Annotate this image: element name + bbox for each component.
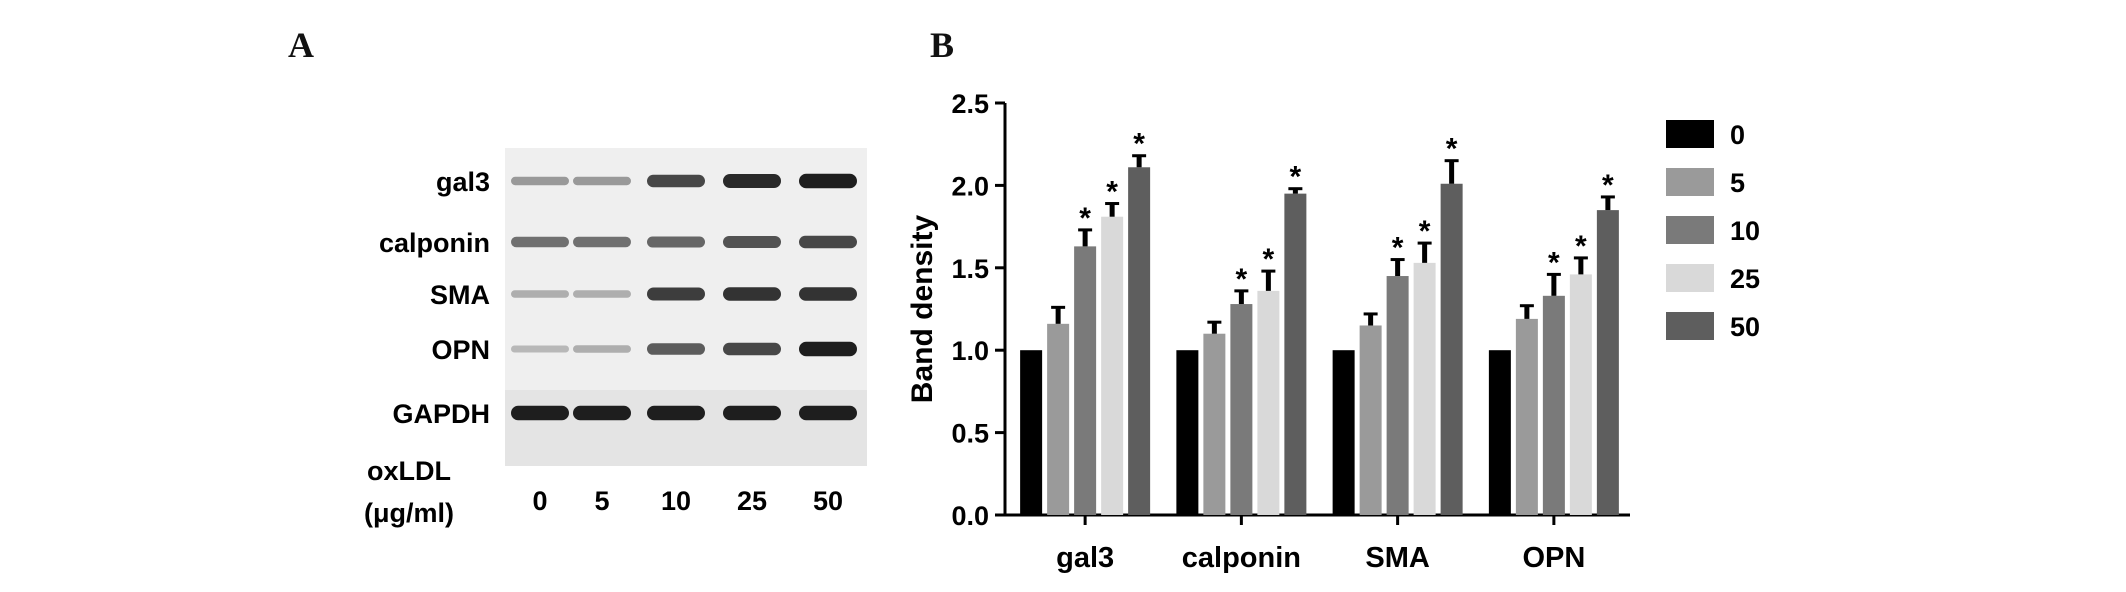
lane-label: 5 — [594, 486, 609, 516]
significance-marker: * — [1290, 161, 1302, 194]
significance-marker: * — [1548, 246, 1560, 279]
bar — [1257, 290, 1280, 515]
legend-label: 10 — [1730, 216, 1760, 246]
gapdh-strip-background — [505, 390, 867, 466]
y-tick-label: 1.0 — [951, 336, 989, 366]
blot-row-label-sma: SMA — [430, 280, 490, 310]
blot-band — [799, 235, 857, 249]
blot-band — [511, 176, 569, 186]
blot-band — [573, 236, 631, 248]
y-tick-label: 2.0 — [951, 171, 989, 201]
blot-band — [573, 290, 631, 298]
bar — [1413, 262, 1436, 515]
significance-marker: * — [1079, 202, 1091, 235]
significance-marker: * — [1392, 232, 1404, 265]
lane-label: 50 — [813, 486, 843, 516]
x-tick-label: calponin — [1182, 542, 1301, 574]
x-tick-label: OPN — [1522, 542, 1585, 574]
blot-band — [511, 290, 569, 298]
x-tick-label: gal3 — [1056, 542, 1114, 574]
blot-row-label-gal3: gal3 — [436, 167, 490, 197]
bar — [1176, 350, 1199, 515]
legend-swatch — [1666, 216, 1714, 244]
blot-row-label-gapdh: GAPDH — [392, 399, 490, 429]
bar — [1596, 210, 1619, 515]
blot-band — [511, 405, 569, 421]
legend-swatch — [1666, 120, 1714, 148]
significance-marker: * — [1446, 133, 1458, 166]
panel-a-letter: A — [288, 25, 314, 65]
legend-swatch — [1666, 264, 1714, 292]
blot-band — [511, 345, 569, 353]
blot-band — [799, 287, 857, 301]
bar — [1128, 167, 1151, 515]
legend-label: 25 — [1730, 264, 1760, 294]
blot-band — [647, 236, 705, 248]
y-tick-label: 1.5 — [951, 254, 989, 284]
legend-swatch — [1666, 312, 1714, 340]
bar — [1074, 246, 1097, 515]
bar — [1440, 183, 1463, 515]
legend-label: 0 — [1730, 120, 1745, 150]
y-axis-label: Band density — [906, 215, 939, 404]
blot-band — [723, 342, 781, 356]
blot-row-label-opn: OPN — [431, 335, 490, 365]
significance-marker: * — [1575, 230, 1587, 263]
treatment-label: oxLDL — [367, 456, 451, 486]
significance-marker: * — [1419, 215, 1431, 248]
y-tick-label: 0.0 — [951, 501, 989, 531]
bar — [1020, 350, 1043, 515]
significance-marker: * — [1106, 176, 1118, 209]
blot-band — [573, 405, 631, 421]
lane-label: 10 — [661, 486, 691, 516]
bar — [1230, 304, 1253, 515]
bar — [1359, 325, 1382, 515]
bar — [1332, 350, 1355, 515]
bar — [1488, 350, 1511, 515]
significance-marker: * — [1133, 128, 1145, 161]
blot-band — [573, 345, 631, 353]
blot-band — [799, 173, 857, 189]
blot-band — [511, 236, 569, 248]
legend-label: 5 — [1730, 168, 1745, 198]
lane-label: 0 — [532, 486, 547, 516]
significance-marker: * — [1236, 263, 1248, 296]
significance-marker: * — [1263, 243, 1275, 276]
bar — [1101, 216, 1124, 515]
bar — [1047, 323, 1070, 515]
significance-marker: * — [1602, 169, 1614, 202]
x-tick-label: SMA — [1365, 542, 1430, 574]
bar — [1569, 274, 1592, 515]
blot-band — [799, 405, 857, 421]
blot-row-label-calponin: calponin — [379, 228, 490, 258]
legend-label: 50 — [1730, 312, 1760, 342]
blot-band — [723, 174, 781, 188]
bar — [1542, 295, 1565, 515]
blot-band — [573, 176, 631, 186]
blot-band — [723, 287, 781, 301]
blot-band — [647, 287, 705, 301]
blot-band — [723, 405, 781, 421]
bar — [1515, 318, 1538, 515]
blot-band — [647, 174, 705, 188]
treatment-unit-label: (μg/ml) — [364, 498, 454, 528]
bar — [1386, 276, 1409, 515]
blot-band — [799, 341, 857, 357]
blot-band — [647, 405, 705, 421]
bar — [1203, 333, 1226, 515]
y-tick-label: 0.5 — [951, 419, 989, 449]
panel-b-letter: B — [930, 25, 955, 65]
legend-swatch — [1666, 168, 1714, 196]
y-tick-label: 2.5 — [951, 89, 989, 119]
lane-label: 25 — [737, 486, 767, 516]
blot-band — [647, 343, 705, 355]
blot-band — [723, 236, 781, 248]
bar — [1284, 193, 1307, 515]
